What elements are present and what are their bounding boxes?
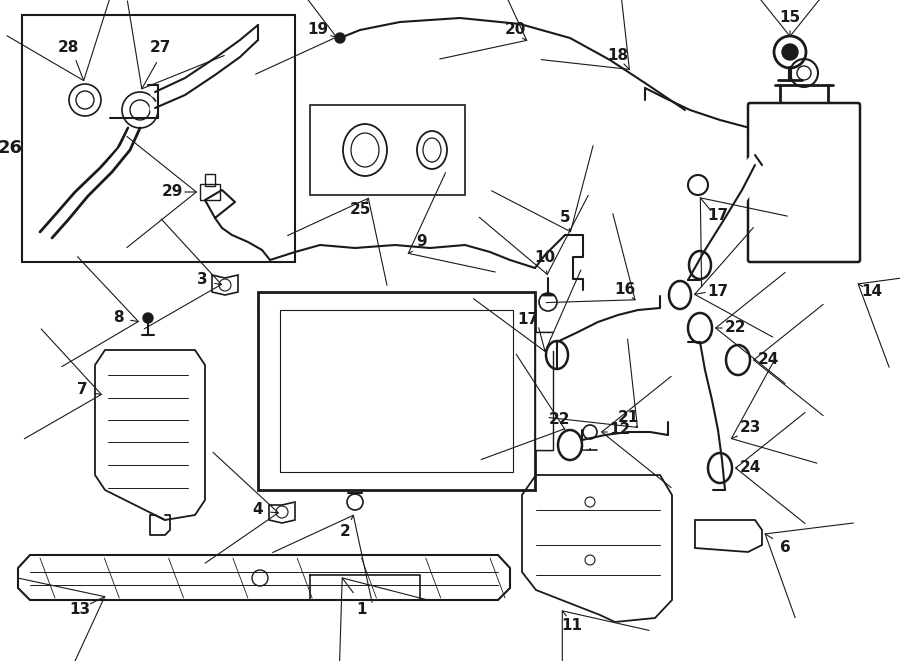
Text: 26: 26: [0, 139, 22, 157]
Bar: [200, 184, 220, 200]
Text: 9: 9: [417, 235, 428, 249]
Text: 18: 18: [608, 48, 628, 63]
Bar: [258, 292, 535, 490]
Text: 16: 16: [615, 282, 635, 297]
Bar: [205, 174, 215, 186]
Text: 15: 15: [779, 11, 801, 26]
Circle shape: [143, 313, 153, 323]
Text: 13: 13: [69, 602, 91, 617]
Text: 25: 25: [349, 202, 371, 217]
Text: 29: 29: [161, 184, 183, 200]
Text: 19: 19: [308, 22, 328, 38]
Text: 5: 5: [560, 210, 571, 225]
Bar: [280, 310, 513, 472]
Text: 8: 8: [112, 311, 123, 325]
Text: 23: 23: [739, 420, 760, 436]
Text: 28: 28: [58, 40, 78, 54]
Bar: [535, 332, 553, 450]
Text: 22: 22: [724, 321, 746, 336]
Text: 11: 11: [562, 617, 582, 633]
Bar: [22, 15, 295, 262]
Text: 12: 12: [609, 422, 631, 438]
Text: 3: 3: [197, 272, 207, 288]
Circle shape: [782, 44, 798, 60]
Text: 22: 22: [549, 412, 571, 428]
Text: 17: 17: [707, 208, 729, 223]
Circle shape: [335, 33, 345, 43]
Text: 17: 17: [518, 313, 538, 327]
Text: 1: 1: [356, 602, 367, 617]
Text: 10: 10: [535, 251, 555, 266]
Text: 4: 4: [253, 502, 264, 518]
Text: 7: 7: [76, 383, 87, 397]
Text: 14: 14: [861, 284, 883, 299]
FancyBboxPatch shape: [748, 103, 860, 262]
Text: 24: 24: [739, 461, 760, 475]
Text: 20: 20: [504, 22, 526, 38]
Text: 24: 24: [757, 352, 778, 368]
Text: 17: 17: [707, 284, 729, 299]
Text: 21: 21: [617, 410, 639, 426]
Text: 27: 27: [149, 40, 171, 54]
Text: 6: 6: [779, 541, 790, 555]
Bar: [310, 105, 465, 195]
Text: 2: 2: [339, 524, 350, 539]
